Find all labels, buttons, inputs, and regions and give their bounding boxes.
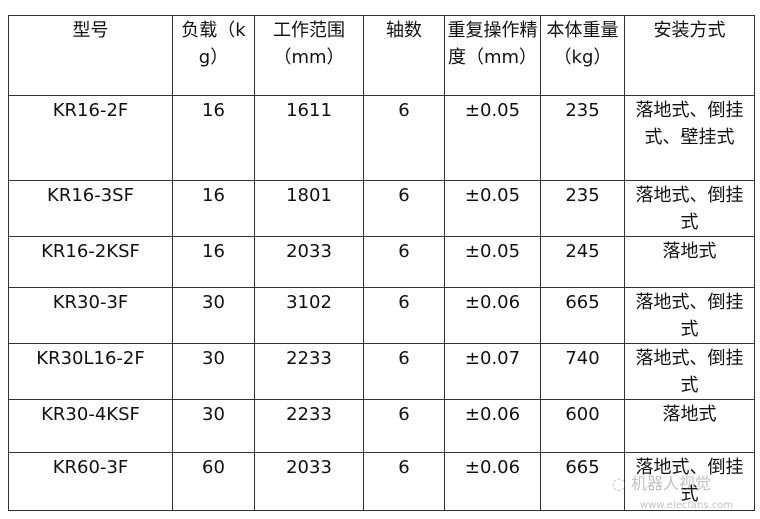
cell-weight: 245: [540, 236, 625, 288]
cell-repeatability: ±0.07: [444, 343, 541, 400]
cell-model: KR60-3F: [8, 452, 173, 511]
table-row: KR16-3SF 16 1801 6 ±0.05 235 落地式、倒挂式: [8, 180, 755, 237]
table-row: KR16-2KSF 16 2033 6 ±0.05 245 落地式: [8, 236, 755, 288]
table-row: KR30-4KSF 30 2233 6 ±0.06 600 落地式: [8, 399, 755, 453]
header-model: 型号: [8, 15, 173, 96]
cell-model: KR16-3SF: [8, 180, 173, 237]
header-row: 型号 负载（kg） 工作范围（mm） 轴数 重复操作精度（mm） 本体重量（kg…: [8, 15, 755, 96]
table-row: KR16-2F 16 1611 6 ±0.05 235 落地式、倒挂式、壁挂式: [8, 95, 755, 181]
cell-mounting: 落地式、倒挂式: [624, 452, 755, 511]
cell-reach: 2233: [254, 343, 364, 400]
header-weight: 本体重量（kg）: [540, 15, 625, 96]
cell-mounting: 落地式: [624, 236, 755, 288]
cell-reach: 1801: [254, 180, 364, 237]
cell-reach: 3102: [254, 287, 364, 344]
cell-payload: 60: [172, 452, 255, 511]
header-axes: 轴数: [363, 15, 445, 96]
cell-mounting: 落地式、倒挂式: [624, 180, 755, 237]
cell-reach: 2033: [254, 236, 364, 288]
cell-reach: 2033: [254, 452, 364, 511]
cell-model: KR30L16-2F: [8, 343, 173, 400]
cell-weight: 740: [540, 343, 625, 400]
cell-payload: 16: [172, 236, 255, 288]
cell-model: KR16-2KSF: [8, 236, 173, 288]
header-mounting: 安装方式: [624, 15, 755, 96]
table-row: KR30L16-2F 30 2233 6 ±0.07 740 落地式、倒挂式: [8, 343, 755, 400]
cell-mounting: 落地式、倒挂式: [624, 343, 755, 400]
cell-axes: 6: [363, 95, 445, 181]
cell-repeatability: ±0.06: [444, 399, 541, 453]
cell-repeatability: ±0.06: [444, 452, 541, 511]
cell-payload: 16: [172, 95, 255, 181]
cell-weight: 235: [540, 180, 625, 237]
header-reach: 工作范围（mm）: [254, 15, 364, 96]
cell-payload: 30: [172, 399, 255, 453]
cell-payload: 30: [172, 343, 255, 400]
cell-axes: 6: [363, 399, 445, 453]
cell-model: KR16-2F: [8, 95, 173, 181]
table-row: KR60-3F 60 2033 6 ±0.06 665 落地式、倒挂式: [8, 452, 755, 511]
cell-repeatability: ±0.05: [444, 236, 541, 288]
table-row: KR30-3F 30 3102 6 ±0.06 665 落地式、倒挂式: [8, 287, 755, 344]
cell-axes: 6: [363, 343, 445, 400]
cell-payload: 30: [172, 287, 255, 344]
cell-axes: 6: [363, 180, 445, 237]
cell-model: KR30-3F: [8, 287, 173, 344]
cell-mounting: 落地式、倒挂式: [624, 287, 755, 344]
robot-spec-table: 型号 负载（kg） 工作范围（mm） 轴数 重复操作精度（mm） 本体重量（kg…: [8, 15, 755, 511]
cell-reach: 2233: [254, 399, 364, 453]
cell-repeatability: ±0.06: [444, 287, 541, 344]
cell-reach: 1611: [254, 95, 364, 181]
cell-weight: 600: [540, 399, 625, 453]
cell-axes: 6: [363, 452, 445, 511]
cell-model: KR30-4KSF: [8, 399, 173, 453]
header-payload: 负载（kg）: [172, 15, 255, 96]
cell-weight: 665: [540, 452, 625, 511]
cell-weight: 665: [540, 287, 625, 344]
cell-axes: 6: [363, 236, 445, 288]
cell-repeatability: ±0.05: [444, 180, 541, 237]
cell-axes: 6: [363, 287, 445, 344]
cell-mounting: 落地式、倒挂式、壁挂式: [624, 95, 755, 181]
cell-repeatability: ±0.05: [444, 95, 541, 181]
cell-payload: 16: [172, 180, 255, 237]
cell-mounting: 落地式: [624, 399, 755, 453]
header-repeatability: 重复操作精度（mm）: [444, 15, 541, 96]
cell-weight: 235: [540, 95, 625, 181]
